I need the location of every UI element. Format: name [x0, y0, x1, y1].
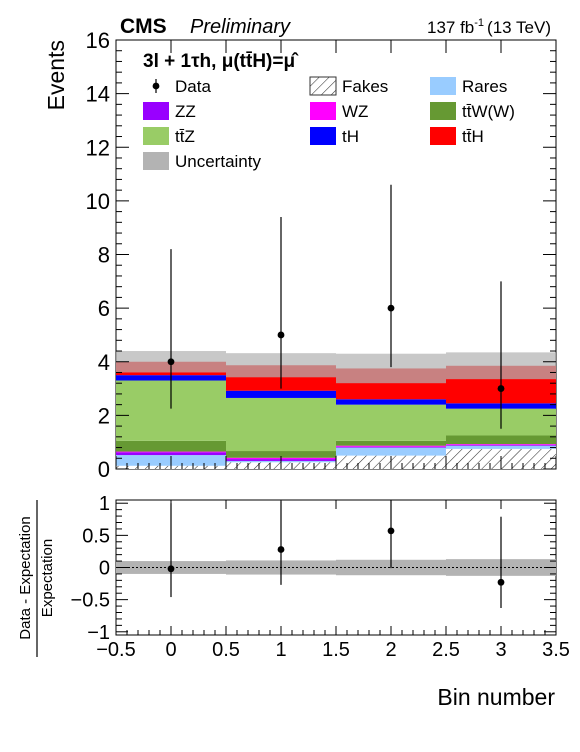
legend-label: Rares [462, 77, 507, 96]
legend-swatch [143, 102, 169, 120]
ratio-y-title-denominator: Expectation [39, 539, 56, 617]
bar-zz-bin3 [446, 444, 556, 446]
legend-label: tH [342, 127, 359, 146]
x-tick-label: 2.5 [432, 639, 460, 661]
legend-label: Data [175, 77, 211, 96]
x-axis-title: Bin number [437, 684, 555, 710]
x-tick-label: 3.5 [542, 639, 570, 661]
legend-data-marker [152, 82, 160, 90]
bar-wz-bin3 [446, 444, 556, 445]
lumi-value: 137 fb [427, 18, 474, 37]
ratio-point [277, 546, 285, 553]
ratio-y-tick-label: 0 [99, 558, 110, 580]
x-tick-label: 0 [165, 639, 176, 661]
experiment-label: CMS [120, 15, 167, 38]
category-label: 3l + 1τh, μ(tt̄H)=μ̂ [143, 51, 299, 72]
bar-wz-bin2 [336, 445, 446, 447]
x-tick-label: 1.5 [322, 639, 350, 661]
legend-swatch [310, 102, 336, 120]
stack-area [116, 184, 556, 469]
ratio-y-title-numerator: Data - Expectation [17, 516, 34, 639]
y-tick-label: 4 [98, 350, 110, 375]
luminosity-label: 137 fb-1 (13 TeV) [427, 17, 551, 37]
lumi-exponent: -1 [474, 17, 484, 29]
legend-swatch [143, 127, 169, 145]
legend-label: tt̄Z [175, 127, 195, 146]
bar-rares-bin2 [336, 447, 446, 456]
legend: Data Fakes Rares ZZ WZ tt̄W(W) tt̄Z tH tt̄H Uncer… [143, 76, 515, 171]
bar-rares-bin3 [446, 445, 556, 449]
y-tick-label: 0 [98, 457, 110, 482]
legend-label: tt̄H [462, 127, 484, 146]
ratio-y-tick-label: −0.5 [71, 590, 110, 612]
legend-label: ZZ [175, 102, 196, 121]
data-point [387, 304, 395, 312]
y-axis-title: Events [43, 40, 69, 110]
bar-zz-bin0 [116, 452, 226, 456]
legend-swatch [143, 152, 169, 170]
legend-label: Uncertainty [175, 152, 261, 171]
legend-swatch [430, 102, 456, 120]
y-tick-label: 12 [86, 135, 110, 160]
legend-label: Fakes [342, 77, 388, 96]
status-label: Preliminary [190, 16, 291, 38]
x-tick-label: −0.5 [96, 639, 135, 661]
x-tick-label: 2 [385, 639, 396, 661]
bar-ttww-bin1 [226, 451, 336, 458]
bar-ttww-bin3 [446, 435, 556, 445]
legend-label: tt̄W(W) [462, 102, 515, 121]
x-tick-label: 3 [495, 639, 506, 661]
y-tick-label: 14 [86, 82, 110, 107]
data-point [277, 331, 285, 339]
bar-th-bin1 [226, 390, 336, 398]
legend-label: WZ [342, 102, 368, 121]
ratio-area [116, 500, 556, 608]
legend-swatch [309, 76, 337, 96]
bar-ttww-bin2 [336, 440, 446, 446]
bar-th-bin2 [336, 399, 446, 405]
y-tick-label: 16 [86, 28, 110, 53]
x-tick-label: 0.5 [212, 639, 240, 661]
y-tick-label: 6 [98, 296, 110, 321]
data-point [167, 358, 175, 366]
legend-swatch [430, 77, 456, 95]
bar-ttww-bin0 [116, 440, 226, 452]
legend-swatch [430, 127, 456, 145]
legend-swatch [310, 127, 336, 145]
ratio-y-tick-label: 1 [99, 493, 110, 515]
y-tick-label: 8 [98, 243, 110, 268]
data-point [497, 385, 505, 392]
bar-ttz-bin2 [336, 404, 446, 441]
ratio-y-tick-label: 0.5 [82, 525, 110, 547]
bar-wz-bin0 [116, 451, 226, 453]
ratio-y-tick-label: −1 [87, 622, 110, 644]
x-tick-label: 1 [275, 639, 286, 661]
ratio-point [387, 527, 395, 535]
energy-value: (13 TeV) [487, 18, 551, 37]
bar-ttz-bin1 [226, 397, 336, 452]
ratio-point [167, 565, 175, 573]
y-tick-label: 10 [86, 189, 110, 214]
y-tick-label: 2 [98, 403, 110, 428]
ratio-point [497, 578, 505, 586]
bar-zz-bin2 [336, 446, 446, 448]
